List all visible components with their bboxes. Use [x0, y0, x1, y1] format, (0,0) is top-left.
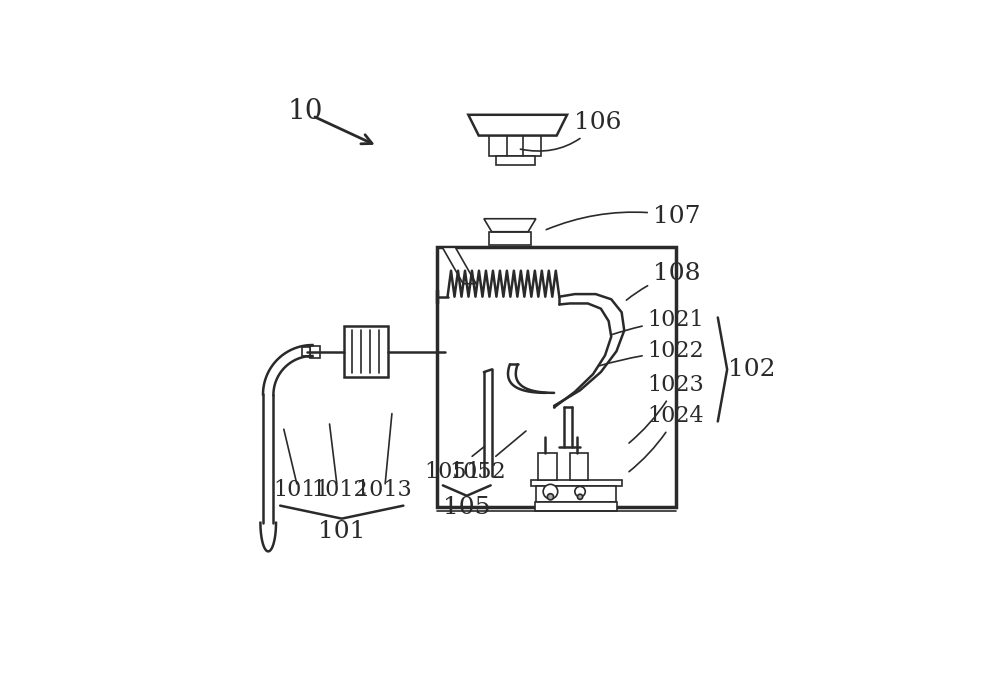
Bar: [538, 453, 557, 480]
Polygon shape: [442, 247, 476, 284]
Bar: [570, 453, 588, 480]
Text: 101: 101: [318, 520, 365, 543]
Text: 106: 106: [520, 111, 621, 151]
Bar: [437, 247, 676, 507]
Text: 107: 107: [546, 205, 700, 230]
Circle shape: [577, 494, 583, 499]
Circle shape: [543, 485, 558, 499]
Text: 1023: 1023: [629, 374, 704, 443]
Text: 1052: 1052: [449, 431, 526, 483]
Text: 105: 105: [443, 495, 491, 518]
Text: 108: 108: [626, 262, 700, 300]
Text: 1024: 1024: [629, 405, 704, 472]
Text: 1021: 1021: [611, 309, 704, 335]
Bar: [310, 346, 320, 358]
Polygon shape: [484, 219, 536, 232]
Circle shape: [575, 487, 585, 497]
Text: 1011: 1011: [274, 479, 330, 501]
Polygon shape: [468, 115, 567, 136]
Text: 1013: 1013: [355, 479, 412, 501]
Bar: [344, 326, 388, 377]
Text: 1012: 1012: [311, 479, 368, 501]
Text: 102: 102: [728, 358, 776, 381]
Text: 1022: 1022: [598, 340, 704, 366]
Bar: [536, 487, 616, 502]
Bar: [302, 347, 310, 356]
Bar: [531, 480, 622, 487]
Bar: [489, 136, 541, 157]
Circle shape: [547, 493, 554, 500]
Bar: [535, 502, 617, 512]
Bar: [489, 232, 531, 245]
Bar: [496, 157, 535, 165]
Text: 10: 10: [288, 98, 323, 125]
Text: 1051: 1051: [424, 447, 484, 483]
